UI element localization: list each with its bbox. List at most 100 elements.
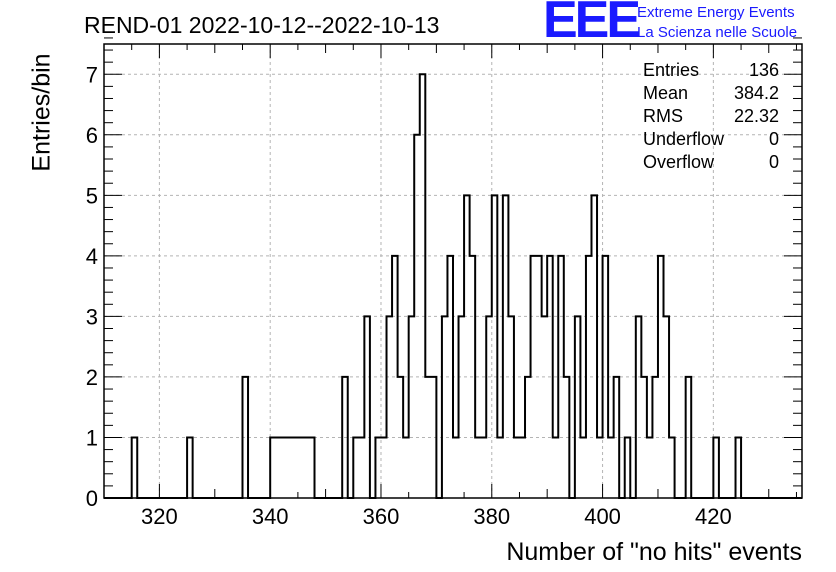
stat-value-underflow: 0 bbox=[768, 129, 779, 149]
eee-logo-mark: EEE bbox=[543, 0, 641, 49]
stat-label-entries: Entries bbox=[643, 60, 700, 80]
histogram-bin bbox=[398, 377, 404, 498]
histogram-bin bbox=[664, 316, 670, 498]
x-tick-label: 340 bbox=[252, 504, 289, 529]
histogram-bin bbox=[580, 437, 586, 498]
histogram-bin bbox=[470, 256, 476, 498]
histogram-bin bbox=[497, 437, 503, 498]
y-tick-label: 5 bbox=[86, 183, 98, 208]
plot-frame bbox=[103, 43, 803, 499]
stat-value-entries: 136 bbox=[748, 60, 779, 80]
histogram-bin bbox=[586, 256, 592, 498]
histogram-bin bbox=[736, 437, 742, 498]
histogram-bin bbox=[442, 316, 448, 498]
histogram-bin bbox=[636, 316, 642, 498]
histogram-bin bbox=[309, 437, 315, 498]
x-tick-label: 400 bbox=[584, 504, 621, 529]
y-tick-label: 1 bbox=[86, 425, 98, 450]
histogram-bin bbox=[375, 437, 381, 498]
y-tick-label: 4 bbox=[86, 244, 98, 269]
histogram-bin bbox=[503, 195, 509, 498]
histogram-bin bbox=[270, 437, 276, 498]
histogram-bin bbox=[447, 256, 453, 498]
chart-title: REND-01 2022-10-12--2022-10-13 bbox=[84, 12, 440, 38]
eee-logo-line1: Extreme Energy Events bbox=[637, 4, 795, 21]
histogram-bin bbox=[364, 316, 370, 498]
x-tick-label: 380 bbox=[473, 504, 510, 529]
eee-logo-line2: La Scienza nelle Scuole bbox=[637, 24, 798, 41]
x-tick-label: 360 bbox=[363, 504, 400, 529]
histogram-bin bbox=[359, 437, 365, 498]
histogram-bin bbox=[625, 437, 631, 498]
histogram-bin bbox=[553, 437, 559, 498]
histogram-bin bbox=[486, 316, 492, 498]
histogram-bin bbox=[392, 256, 398, 498]
x-tick-label: 420 bbox=[695, 504, 732, 529]
histogram-bin bbox=[603, 256, 609, 498]
histogram-bin bbox=[242, 377, 248, 498]
histogram-bin bbox=[564, 377, 570, 498]
y-tick-label: 0 bbox=[86, 486, 98, 511]
histogram-bin bbox=[519, 437, 525, 498]
histogram-bin bbox=[614, 377, 620, 498]
histogram-bin bbox=[525, 377, 531, 498]
histogram-bin bbox=[459, 316, 465, 498]
histogram-bin bbox=[303, 437, 309, 498]
histogram-bin bbox=[475, 437, 481, 498]
histogram-bin bbox=[387, 316, 393, 498]
histogram-bin bbox=[536, 256, 542, 498]
histogram-bin bbox=[542, 316, 548, 498]
histogram-bin bbox=[514, 437, 520, 498]
histogram-bin bbox=[414, 135, 420, 498]
stat-label-underflow: Underflow bbox=[643, 129, 725, 149]
histogram-bin bbox=[298, 437, 304, 498]
histogram-bin bbox=[132, 437, 138, 498]
histogram-bin bbox=[575, 316, 581, 498]
stat-value-overflow: 0 bbox=[768, 152, 779, 172]
histogram-bin bbox=[652, 377, 658, 498]
histogram-bin bbox=[641, 377, 647, 498]
stat-label-rms: RMS bbox=[643, 106, 683, 126]
stat-value-mean: 384.2 bbox=[733, 83, 779, 103]
histogram-bin bbox=[287, 437, 293, 498]
histogram-bin bbox=[547, 256, 553, 498]
histogram-bin bbox=[281, 437, 287, 498]
histogram-bin bbox=[481, 437, 487, 498]
stat-label-mean: Mean bbox=[643, 83, 689, 103]
histogram-bin bbox=[464, 195, 470, 498]
histogram-bin bbox=[453, 437, 459, 498]
y-tick-label: 3 bbox=[86, 304, 98, 329]
y-axis-label: Entries/bin bbox=[27, 53, 56, 172]
histogram-bin bbox=[686, 377, 692, 498]
histogram-bin bbox=[276, 437, 282, 498]
histogram-bin bbox=[492, 195, 498, 498]
histogram-bin bbox=[558, 256, 564, 498]
histogram-bin bbox=[425, 377, 431, 498]
histogram-bin bbox=[409, 316, 415, 498]
stat-value-rms: 22.32 bbox=[733, 106, 779, 126]
histogram-bin bbox=[669, 437, 675, 498]
histogram-bin bbox=[608, 437, 614, 498]
y-tick-label: 7 bbox=[86, 62, 98, 87]
y-tick-label: 2 bbox=[86, 365, 98, 390]
histogram-bin bbox=[353, 437, 359, 498]
x-tick-label: 320 bbox=[141, 504, 178, 529]
histogram-bin bbox=[597, 437, 603, 498]
histogram-bin bbox=[658, 256, 664, 498]
histogram-bin bbox=[647, 437, 653, 498]
histogram-bin bbox=[403, 437, 409, 498]
histogram-bin bbox=[713, 437, 719, 498]
histogram-bin bbox=[431, 377, 437, 498]
histogram-bin bbox=[591, 195, 597, 498]
histogram-bin bbox=[292, 437, 298, 498]
histogram-bin bbox=[342, 377, 348, 498]
y-tick-label: 6 bbox=[86, 123, 98, 148]
histogram-bin bbox=[508, 316, 514, 498]
histogram-bin bbox=[187, 437, 193, 498]
stat-label-overflow: Overflow bbox=[643, 152, 715, 172]
x-axis-label: Number of "no hits" events bbox=[506, 538, 802, 566]
histogram-bin bbox=[381, 437, 387, 498]
histogram-bin bbox=[531, 256, 537, 498]
histogram-bin bbox=[420, 74, 426, 498]
